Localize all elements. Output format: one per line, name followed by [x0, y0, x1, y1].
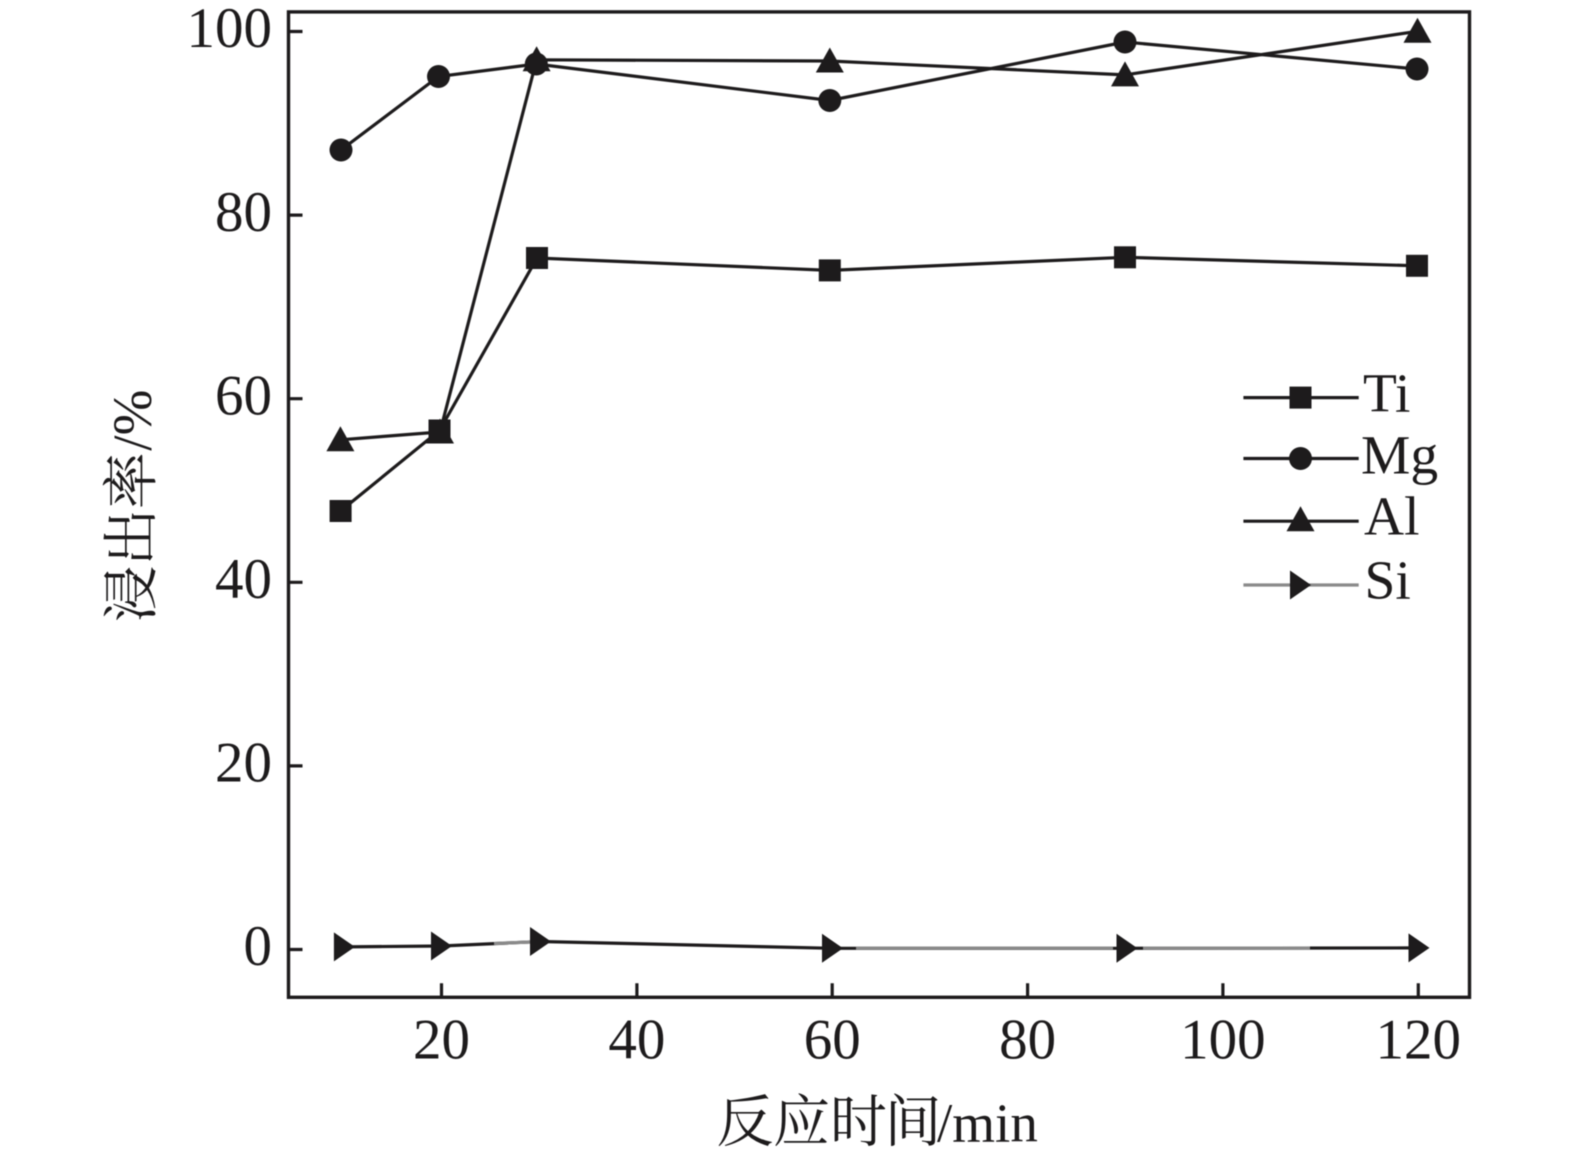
svg-text:Si: Si: [1365, 551, 1411, 612]
svg-text:40: 40: [608, 1008, 665, 1071]
svg-text:20: 20: [215, 732, 272, 795]
svg-text:20: 20: [413, 1008, 470, 1071]
svg-text:/%: /%: [102, 390, 163, 451]
svg-text:Mg: Mg: [1361, 426, 1438, 487]
svg-text:Al: Al: [1364, 487, 1420, 548]
svg-text:100: 100: [1180, 1008, 1266, 1071]
svg-text:120: 120: [1376, 1008, 1462, 1071]
svg-text:80: 80: [215, 181, 272, 244]
svg-text:/min: /min: [937, 1093, 1038, 1154]
svg-text:60: 60: [804, 1008, 861, 1071]
svg-text:Ti: Ti: [1363, 364, 1410, 425]
svg-text:60: 60: [215, 364, 272, 427]
svg-text:100: 100: [187, 0, 273, 60]
svg-text:80: 80: [999, 1008, 1056, 1071]
svg-text:0: 0: [244, 915, 273, 978]
svg-text:40: 40: [215, 548, 272, 611]
